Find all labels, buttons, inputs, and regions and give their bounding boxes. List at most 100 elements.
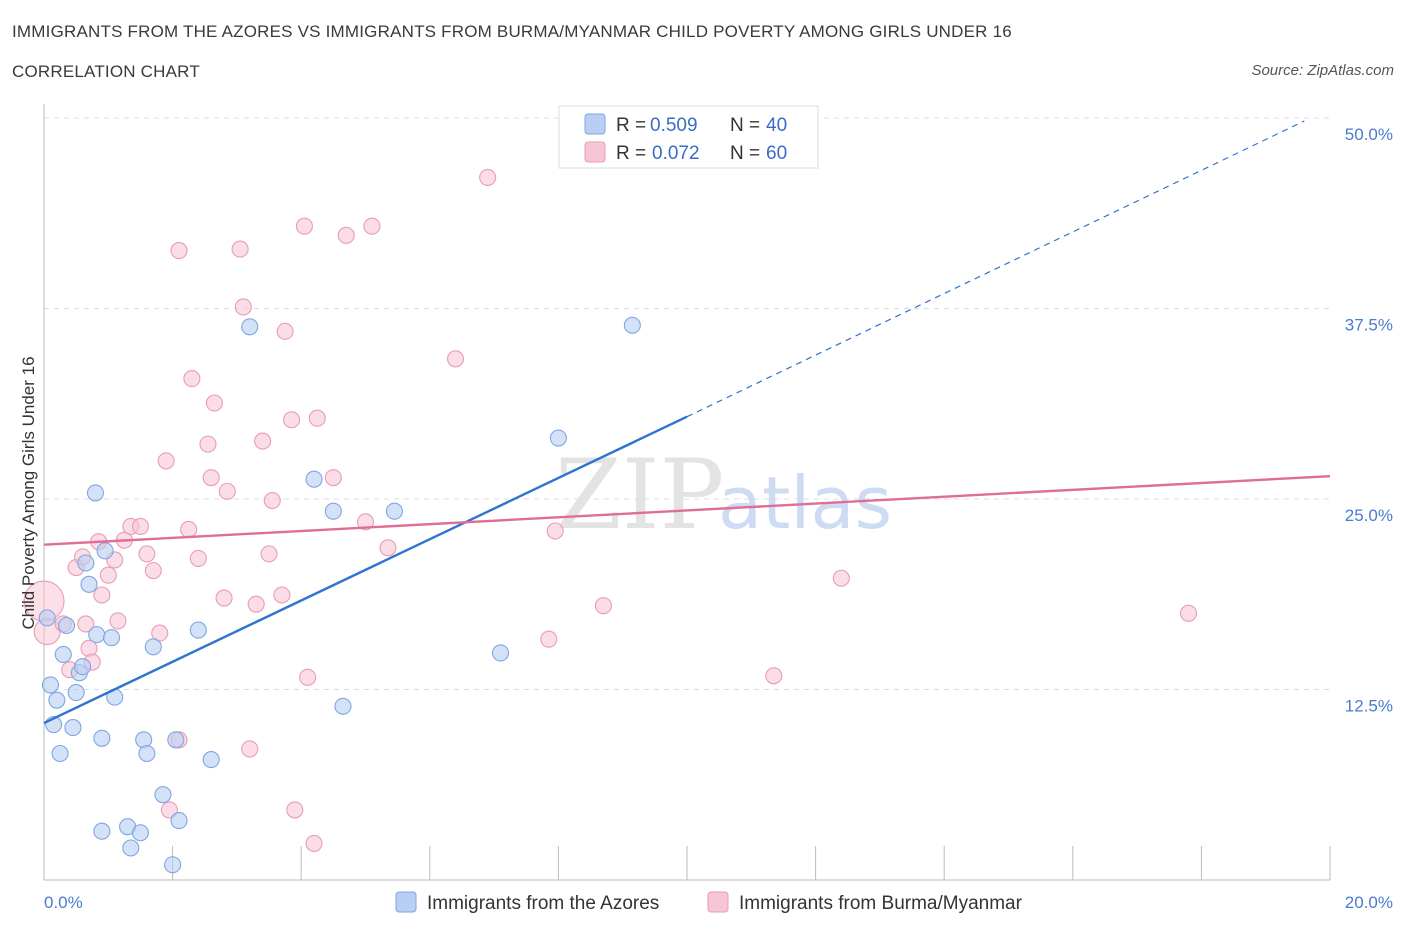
burma-point-49 [363, 217, 381, 235]
burma-point-25 [183, 370, 201, 388]
chart-subtitle: CORRELATION CHART [12, 62, 200, 81]
legend-r-label-azores: R = [616, 115, 646, 136]
burma-point-58 [1179, 604, 1198, 622]
azores-trend-line [43, 415, 688, 725]
burma-point-56 [765, 667, 783, 685]
burma-trend-line [43, 474, 1331, 546]
burma-point-13 [109, 612, 127, 630]
y-tick-label-1: 25.0% [1345, 506, 1393, 525]
legend-n-label-burma: N = [730, 143, 760, 164]
burma-point-53 [540, 630, 558, 648]
series-legend-swatch-azores [395, 891, 417, 913]
azores-point-7 [64, 719, 82, 737]
burma-point-21 [160, 801, 178, 819]
burma-point-24 [180, 520, 198, 539]
burma-point-54 [546, 522, 564, 540]
burma-point-11 [99, 566, 117, 584]
chart-title: IMMIGRANTS FROM THE AZORES VS IMMIGRANTS… [12, 22, 1012, 41]
azores-point-27 [164, 856, 182, 874]
legend-n-value-burma: 60 [766, 143, 787, 164]
azores-point-14 [88, 626, 106, 644]
burma-point-16 [131, 517, 149, 535]
series-legend-label-azores: Immigrants from the Azores [427, 893, 659, 914]
gridlines [44, 117, 1330, 690]
burma-point-28 [202, 469, 220, 487]
azores-point-3 [48, 691, 66, 709]
series-legend-label-burma: Immigrants from Burma/Myanmar [739, 893, 1023, 914]
azores-point-38 [549, 429, 567, 447]
azores-point-12 [80, 575, 98, 593]
x-tick-label-right: 20.0% [1345, 893, 1393, 912]
legend-swatch-burma [584, 141, 606, 163]
y-axis-label: Child Poverty Among Girls Under 16 [19, 356, 38, 629]
source-credit: Source: ZipAtlas.com [1251, 62, 1394, 79]
burma-point-26 [189, 549, 207, 567]
burma-point-31 [218, 482, 236, 500]
azores-point-28 [170, 812, 188, 830]
azores-point-11 [77, 554, 95, 572]
burma-points [23, 168, 1198, 852]
burma-point-59 [356, 513, 375, 531]
azores-points [38, 316, 641, 874]
azores-point-19 [93, 822, 111, 840]
burma-point-57 [832, 569, 850, 587]
burma-point-40 [276, 322, 294, 340]
azores-point-6 [57, 616, 76, 635]
legend-r-value-azores: 0.509 [650, 115, 698, 136]
azores-point-24 [138, 744, 156, 763]
burma-point-43 [295, 217, 313, 235]
y-tick-label-0: 12.5% [1345, 697, 1393, 716]
azores-point-15 [93, 729, 111, 747]
burma-point-50 [379, 539, 397, 557]
burma-point-37 [260, 545, 278, 563]
burma-point-41 [283, 411, 301, 429]
azores-point-25 [144, 638, 162, 656]
azores-point-32 [241, 318, 259, 336]
azores-point-35 [334, 697, 352, 715]
azores-point-26 [154, 786, 172, 804]
burma-point-10 [93, 586, 111, 604]
series-legend-swatch-burma [707, 891, 729, 913]
azores-point-4 [51, 744, 69, 763]
azores-point-37 [491, 644, 510, 662]
azores-point-13 [86, 484, 104, 502]
burma-point-52 [479, 168, 497, 186]
azores-point-10 [74, 658, 92, 676]
burma-point-47 [324, 469, 342, 487]
legend-r-value-burma: 0.072 [652, 143, 700, 164]
axes [43, 104, 1331, 881]
burma-point-32 [231, 240, 249, 258]
burma-point-35 [247, 595, 265, 613]
azores-point-16 [96, 542, 114, 560]
burma-point-48 [337, 226, 355, 244]
azores-point-22 [131, 824, 149, 842]
azores-point-39 [623, 316, 641, 334]
burma-point-29 [205, 394, 223, 412]
x-tick-label-left: 0.0% [44, 893, 83, 912]
watermark-zip: ZIP [555, 439, 724, 551]
y-tick-label-3: 50.0% [1345, 125, 1393, 144]
burma-point-46 [308, 409, 326, 427]
legend-swatch-azores [584, 113, 606, 135]
azores-point-0 [38, 609, 56, 627]
burma-point-36 [254, 432, 272, 450]
burma-point-39 [273, 586, 291, 604]
burma-point-42 [286, 801, 304, 819]
burma-point-27 [199, 435, 217, 453]
burma-point-38 [263, 491, 281, 510]
azores-point-31 [202, 751, 220, 769]
burma-point-44 [299, 668, 317, 686]
azores-trend-extension [686, 120, 1305, 418]
burma-point-51 [446, 350, 465, 368]
legend-n-value-azores: 40 [766, 115, 787, 136]
y-tick-label-2: 37.5% [1345, 316, 1393, 335]
azores-point-36 [385, 502, 403, 520]
burma-point-30 [215, 589, 233, 607]
burma-point-20 [157, 452, 175, 470]
burma-point-19 [151, 624, 169, 642]
azores-point-21 [122, 839, 140, 857]
correlation-legend: R = 0.509 N = 40 R = 0.072 N = 60 [558, 105, 819, 169]
azores-point-34 [324, 502, 342, 520]
burma-point-33 [234, 298, 252, 316]
